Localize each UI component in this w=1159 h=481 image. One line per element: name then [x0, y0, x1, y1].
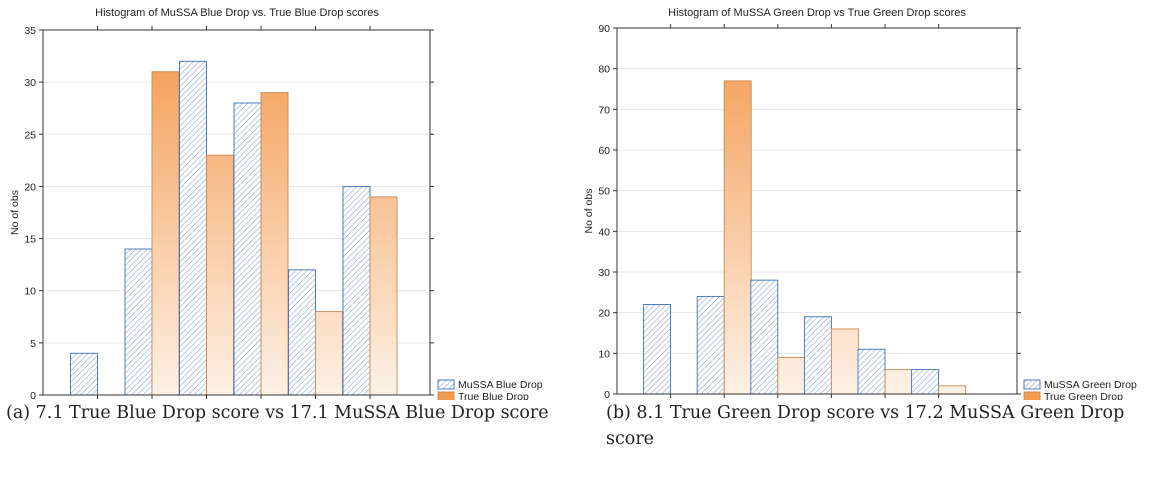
legend-swatch-mussa — [437, 379, 455, 390]
y-tick-label: 60 — [598, 145, 610, 157]
bar-mussa-1 — [70, 352, 98, 395]
chart-title: Histogram of MuSSA Blue Drop vs. True Bl… — [95, 7, 379, 19]
y-tick-label: 25 — [24, 129, 36, 141]
y-axis-label: No of obs — [9, 190, 21, 235]
y-tick-label: 10 — [598, 348, 610, 360]
bar-true-6 — [369, 196, 398, 395]
bar-mussa-2 — [124, 248, 153, 395]
bar-true-3 — [206, 154, 234, 395]
bar-true-6 — [938, 385, 967, 394]
y-tick-label: 0 — [30, 390, 36, 400]
legend-label-true: True Green Drop — [1044, 391, 1123, 400]
bar-true-3 — [777, 356, 806, 394]
bar-mussa-3 — [179, 60, 207, 395]
y-axis-label: No of obs — [583, 189, 595, 234]
histogram-green-drop: Histogram of MuSSA Green Drop vs True Gr… — [583, 7, 1137, 400]
y-tick-label: 70 — [598, 104, 610, 116]
y-tick-label: 5 — [30, 338, 36, 350]
bar-true-5 — [315, 311, 343, 395]
histogram-blue-drop: Histogram of MuSSA Blue Drop vs. True Bl… — [9, 7, 543, 400]
bar-mussa-2 — [696, 295, 725, 394]
legend-swatch-true — [1023, 391, 1041, 400]
chart-title: Histogram of MuSSA Green Drop vs True Gr… — [668, 7, 966, 19]
y-tick-label: 30 — [24, 77, 36, 89]
bar-mussa-4 — [233, 102, 262, 395]
bar-mussa-4 — [803, 316, 832, 394]
bar-true-4 — [830, 328, 859, 394]
y-tick-label: 20 — [24, 181, 36, 193]
legend-label-mussa: MuSSA Green Drop — [1044, 379, 1137, 391]
y-tick-label: 20 — [598, 308, 610, 320]
y-tick-label: 35 — [24, 25, 36, 37]
bar-true-2 — [723, 80, 752, 394]
bar-true-4 — [260, 92, 289, 395]
y-tick-label: 40 — [598, 226, 610, 238]
bar-true-5 — [884, 369, 913, 394]
y-tick-label: 50 — [598, 186, 610, 198]
bar-true-2 — [151, 71, 180, 395]
y-tick-label: 30 — [598, 267, 610, 279]
y-tick-label: 90 — [598, 23, 610, 35]
legend-swatch-true — [437, 391, 455, 400]
bar-mussa-3 — [750, 279, 779, 394]
bar-mussa-5 — [857, 348, 886, 394]
y-tick-label: 0 — [604, 389, 610, 400]
legend-label-true: True Blue Drop — [458, 391, 529, 400]
bar-mussa-6 — [342, 185, 371, 395]
y-tick-label: 10 — [24, 286, 36, 298]
figure-panel-a: Histogram of MuSSA Blue Drop vs. True Bl… — [6, 7, 549, 423]
caption-b: (b) 8.1 True Green Drop score vs 17.2 Mu… — [606, 403, 1125, 449]
plot-frame — [42, 29, 431, 396]
bar-mussa-5 — [288, 269, 316, 395]
plot-frame — [616, 27, 1018, 395]
bar-mussa-6 — [911, 369, 940, 394]
legend-swatch-mussa — [1023, 379, 1041, 390]
figure-panel-b: Histogram of MuSSA Green Drop vs True Gr… — [580, 0, 1159, 481]
y-tick-label: 15 — [24, 234, 36, 246]
y-tick-label: 80 — [598, 64, 610, 76]
caption-a: (a) 7.1 True Blue Drop score vs 17.1 MuS… — [6, 403, 549, 423]
legend-label-mussa: MuSSA Blue Drop — [458, 379, 543, 391]
bar-mussa-1 — [643, 304, 672, 394]
